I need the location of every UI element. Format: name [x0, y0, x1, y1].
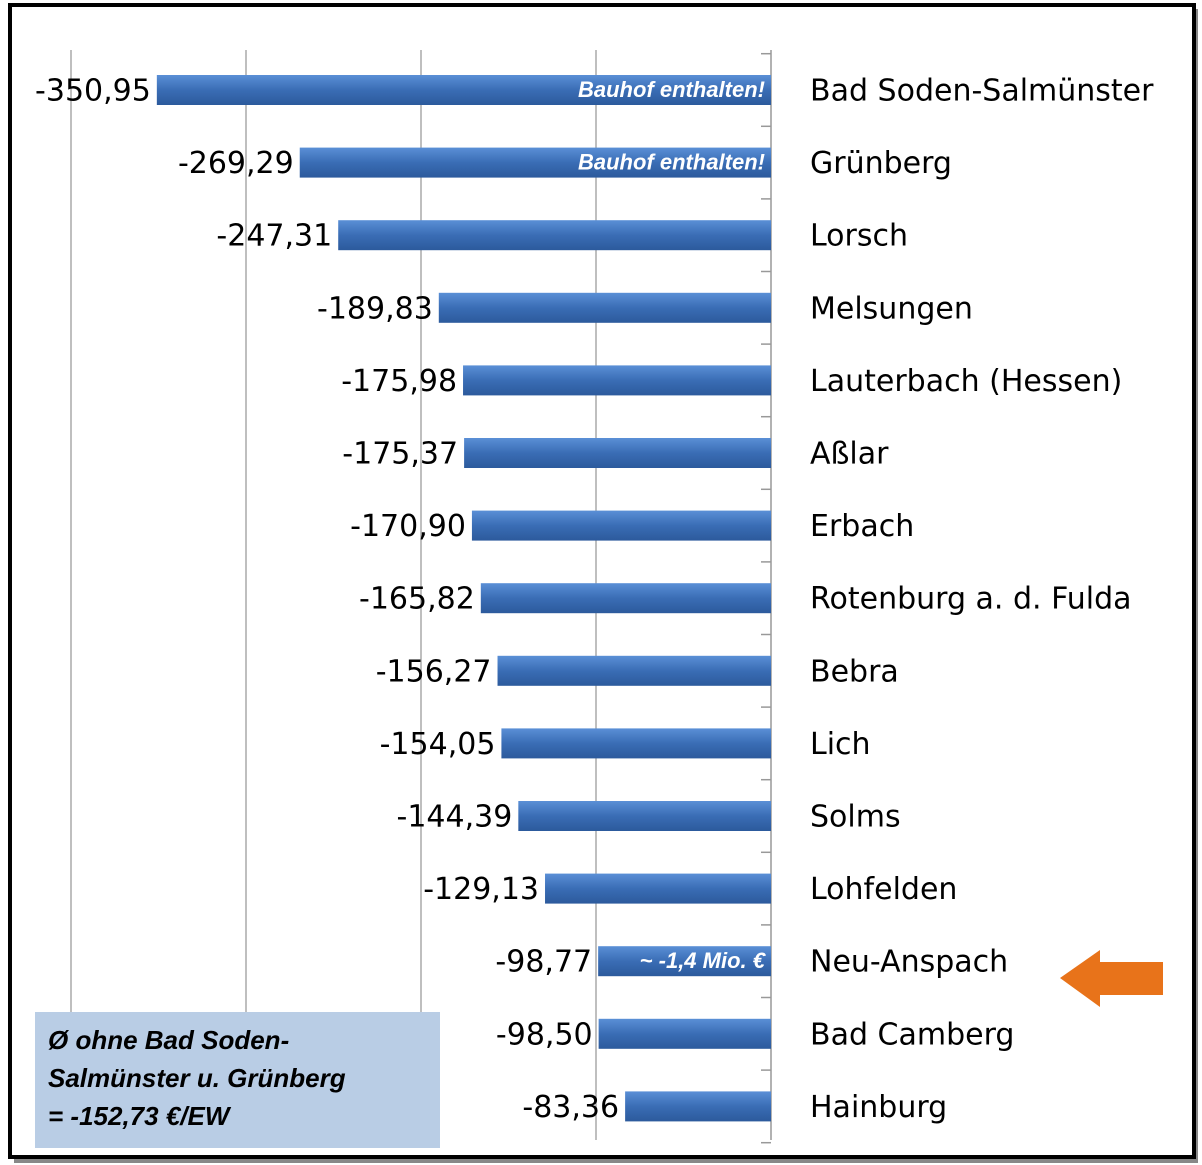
- note-text: = -152,73 €/EW: [48, 1101, 232, 1131]
- bar: [598, 1018, 771, 1049]
- category-label: Lohfelden: [810, 872, 957, 907]
- value-label: -247,31: [216, 219, 332, 254]
- note-box: [35, 1012, 440, 1148]
- bar: [463, 365, 771, 396]
- bar: [299, 147, 771, 178]
- value-label: -154,05: [380, 727, 496, 762]
- value-label: -83,36: [522, 1090, 619, 1125]
- category-label: Bad Camberg: [810, 1017, 1014, 1052]
- category-label: Erbach: [810, 509, 914, 544]
- bar: [518, 801, 771, 831]
- category-label: Bad Soden-Salmünster: [810, 74, 1154, 109]
- bar: [464, 438, 771, 468]
- value-label: -98,77: [495, 945, 592, 980]
- category-label: Lorsch: [810, 219, 908, 254]
- value-label: -350,95: [35, 74, 151, 109]
- value-label: -156,27: [376, 654, 492, 689]
- value-label: -165,82: [359, 582, 475, 617]
- value-label: -175,98: [341, 364, 457, 399]
- note-text: Ø ohne Bad Soden-: [48, 1025, 289, 1055]
- bar: [501, 728, 771, 759]
- bar: [471, 510, 771, 541]
- category-label: Aßlar: [810, 437, 889, 472]
- value-label: -98,50: [496, 1017, 593, 1052]
- category-label: Rotenburg a. d. Fulda: [810, 582, 1132, 617]
- category-label: Lich: [810, 727, 871, 762]
- category-label: Lauterbach (Hessen): [810, 364, 1122, 399]
- category-label: Neu-Anspach: [810, 945, 1008, 980]
- bar-annotation: Bauhof enthalten!: [578, 149, 765, 174]
- category-label: Grünberg: [810, 146, 952, 181]
- bar-annotation: ~ -1,4 Mio. €: [640, 948, 767, 973]
- value-label: -175,37: [342, 437, 458, 472]
- bar: [480, 583, 771, 614]
- value-label: -269,29: [178, 146, 294, 181]
- bar: [497, 655, 771, 686]
- category-label: Hainburg: [810, 1090, 947, 1125]
- note-text: Salmünster u. Grünberg: [48, 1063, 346, 1093]
- category-label: Melsungen: [810, 291, 973, 326]
- arrow: [1060, 950, 1163, 1007]
- bar: [156, 75, 771, 105]
- category-label: Bebra: [810, 654, 899, 689]
- value-label: -170,90: [350, 509, 466, 544]
- bar: [545, 873, 771, 904]
- category-label: Solms: [810, 800, 901, 835]
- bar: [625, 1091, 771, 1122]
- value-label: -144,39: [397, 800, 513, 835]
- value-label: -189,83: [317, 291, 433, 326]
- bar-annotation: Bauhof enthalten!: [578, 77, 765, 102]
- bar: [438, 292, 771, 323]
- bar: [598, 946, 771, 977]
- bar: [338, 220, 771, 251]
- value-label: -129,13: [423, 872, 539, 907]
